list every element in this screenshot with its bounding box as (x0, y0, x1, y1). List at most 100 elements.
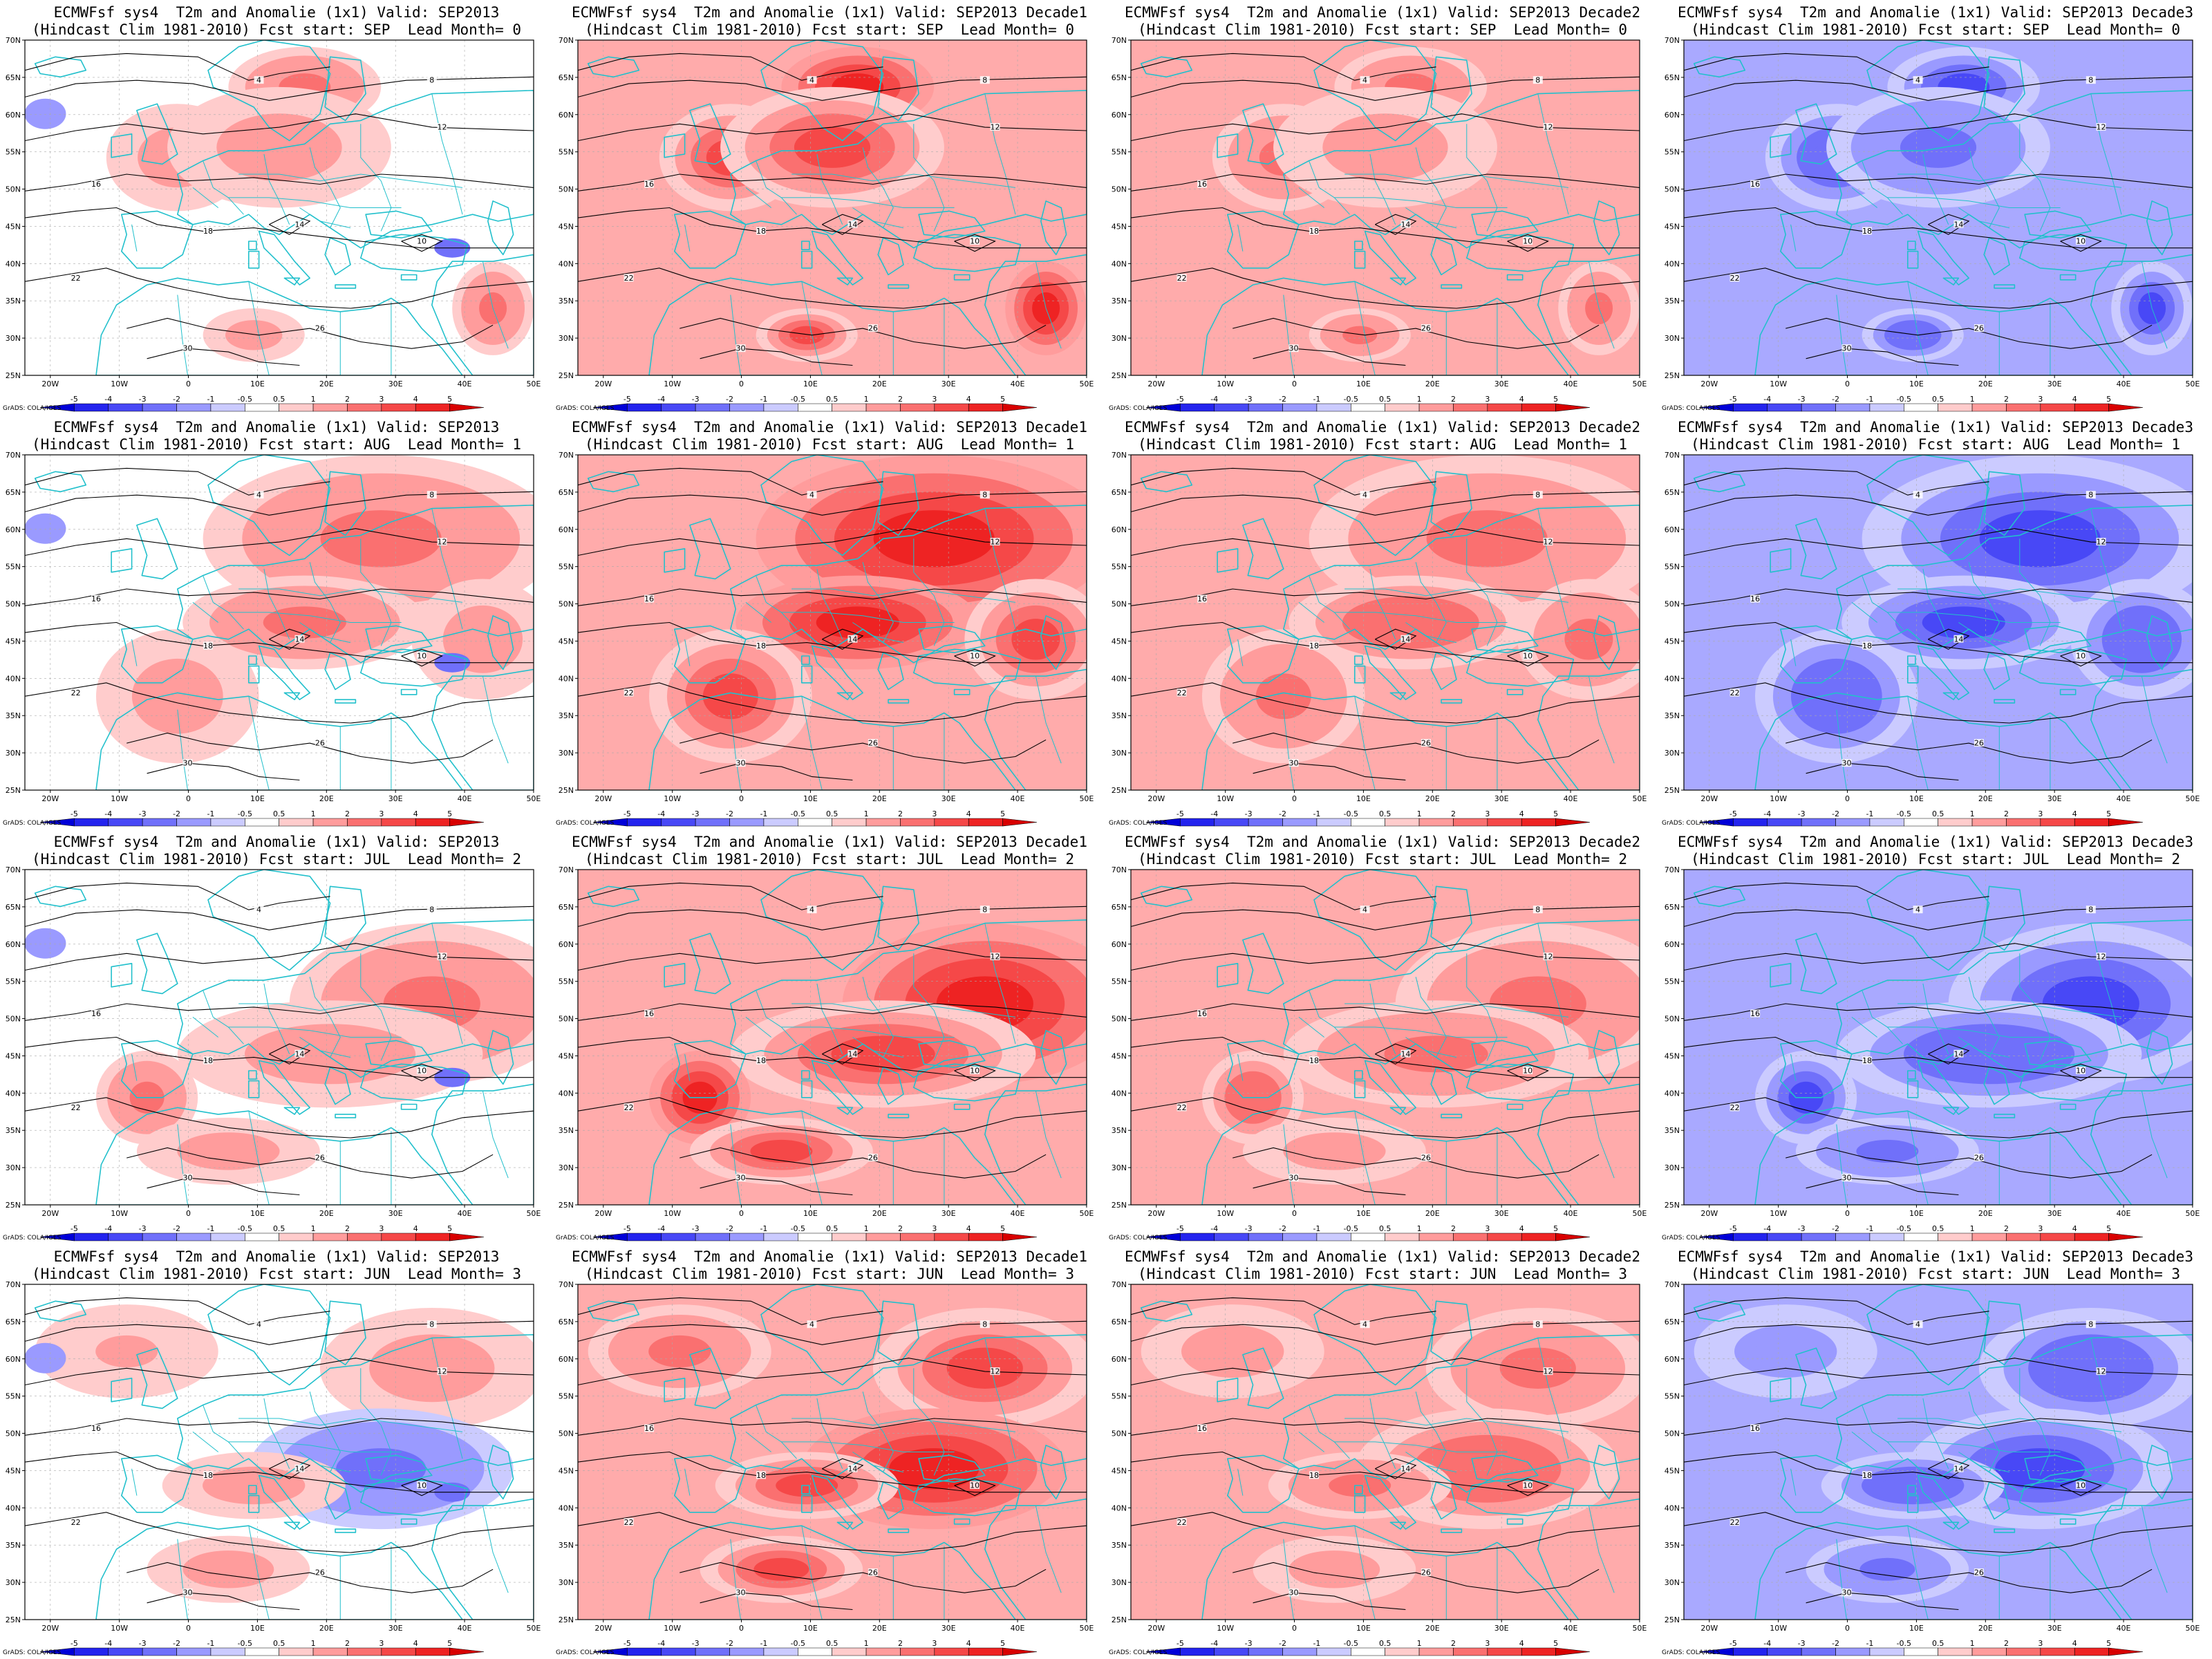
country-border (730, 294, 741, 375)
anomaly-region (458, 619, 507, 660)
longitude-label: 30E (2047, 794, 2062, 803)
coastline-mideast (1537, 1083, 1640, 1205)
longitude-label: 10W (1770, 379, 1787, 388)
coastline-mideast (1537, 254, 1640, 375)
isotherm-label-bg (315, 1154, 325, 1162)
longitude-label: 0 (1845, 379, 1850, 388)
colorbar-label: 5 (1000, 395, 1005, 404)
isotherm-label-bg (71, 688, 81, 697)
isotherm (1684, 528, 2193, 556)
longitude-label: 20W (1700, 1624, 1718, 1633)
latitude-label: 70N (1665, 1280, 1680, 1289)
latitude-label: 65N (559, 903, 574, 912)
colorbar-label: 1 (1417, 395, 1422, 404)
isotherm (126, 317, 494, 349)
colorbar-label: 5 (447, 809, 452, 818)
country-border (431, 923, 463, 1044)
isotherm (1131, 1320, 1640, 1345)
coastline-sardinia (248, 1494, 260, 1513)
isotherm-label: 14 (1953, 220, 1963, 229)
isotherm (1507, 234, 1549, 252)
colorbar-segment (695, 818, 730, 827)
longitude-label: 20W (594, 794, 612, 803)
isotherm (954, 1478, 996, 1497)
coastline-turkey (1466, 234, 1575, 272)
colorbar-label: 3 (1485, 1224, 1490, 1233)
colorbar-segment (1418, 818, 1454, 827)
coastline-turkey (360, 648, 469, 687)
panel-title: ECMWFsf sys4 T2m and Anomalie (1x1) Vali… (553, 419, 1106, 453)
isotherm-label: 4 (256, 906, 261, 915)
map-frame (577, 1284, 1087, 1620)
coastline-sicily (836, 1107, 854, 1115)
longitude-label: 10E (1909, 794, 1924, 803)
longitude-label: 10E (803, 1209, 818, 1218)
isotherm (1507, 1063, 1549, 1082)
isotherm-label-bg (71, 274, 81, 282)
map-frame (1683, 454, 2193, 791)
colorbar-label: -0.5 (1897, 1639, 1911, 1648)
colorbar-segment (245, 403, 279, 412)
colorbar-label: -2 (1279, 1224, 1286, 1233)
anomaly-region (236, 326, 272, 344)
isotherm-label: 8 (1535, 906, 1540, 915)
isotherm-label: 30 (183, 1174, 193, 1183)
country-border (1334, 1027, 1508, 1038)
latitude-label: 60N (1112, 525, 1127, 534)
latitude-label: 50N (559, 600, 574, 609)
longitude-label: 30E (1494, 1624, 1509, 1633)
isotherm-label: 18 (203, 641, 213, 650)
country-border (1537, 508, 1569, 630)
isotherm (25, 53, 330, 81)
isotherm-label: 10 (417, 1067, 427, 1076)
coastline-africa (648, 277, 1016, 375)
colorbar-segment (1521, 818, 1556, 827)
coastline-finland (324, 471, 366, 536)
colorbar-label: 0.5 (1379, 1224, 1391, 1233)
longitude-label: 20E (1425, 1624, 1440, 1633)
coastline-crete (1994, 1114, 2016, 1118)
colorbar-segment (415, 1647, 450, 1656)
latitude-label: 25N (1665, 1201, 1680, 1210)
isotherm-label-bg (1953, 1049, 1964, 1058)
isotherm (1785, 732, 2153, 764)
country-border (1334, 1441, 1508, 1452)
colorbar-segment (381, 1647, 416, 1656)
isotherm-label-bg (315, 739, 325, 747)
isotherm (1131, 113, 1640, 142)
isotherm-label-bg (427, 1320, 437, 1329)
colorbar-segment (1002, 403, 1038, 412)
colorbar-segment (832, 1232, 867, 1241)
country-border (203, 575, 244, 630)
colorbar-label: 1 (864, 1224, 869, 1233)
country-border (263, 1398, 290, 1469)
colorbar-segment (1904, 818, 1938, 827)
country-border (238, 588, 463, 603)
isotherm-label: 14 (847, 1049, 857, 1058)
anomaly-map: 4 8121618222630141070N65N60N55N50N45N40N3… (556, 36, 1094, 412)
coastline-finland (1983, 56, 2025, 122)
colorbar-segment (1316, 818, 1351, 827)
coastline-sardinia (248, 1080, 260, 1098)
isotherm (25, 1036, 534, 1078)
colorbar: -5 -4 -3 -2 -1 -0.5 0.5 1 2 3 4 5 (1698, 1639, 2144, 1656)
colorbar-segment (865, 1647, 901, 1656)
isotherm-label-bg (315, 324, 325, 332)
latitude-label: 50N (1112, 600, 1127, 609)
coastline-scandinavia (760, 455, 884, 556)
isotherm-label-bg (1523, 237, 1533, 245)
coastline-italy (1364, 230, 1416, 285)
isotherm-label: 12 (991, 123, 1000, 132)
colorbar: -5 -4 -3 -2 -1 -0.5 0.5 1 2 3 4 5 (1145, 809, 1591, 827)
anomaly-shading (25, 923, 534, 1185)
longitude-label: 20E (319, 1624, 334, 1633)
country-border (1922, 1398, 1949, 1469)
coastline-caspian-sea (1593, 200, 1620, 256)
colorbar-label: -5 (1730, 395, 1737, 404)
grads-credit: GrADS: COLA/IGES (556, 820, 614, 827)
isotherm (1131, 906, 1640, 930)
colorbar-segment (142, 1647, 177, 1656)
isotherm-label: 12 (1544, 1367, 1553, 1376)
